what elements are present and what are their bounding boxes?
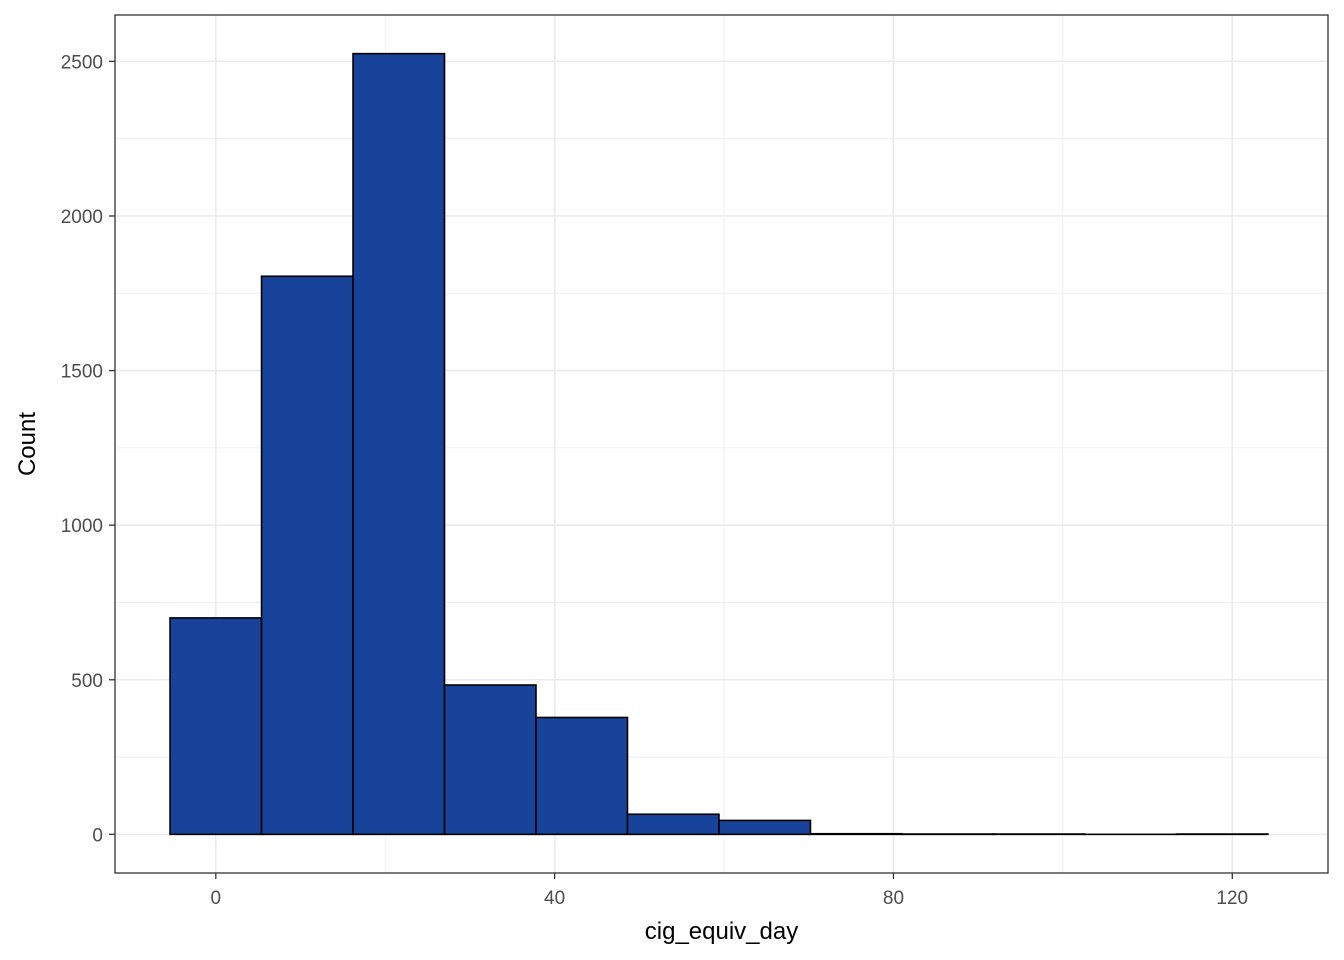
histogram-bar [169,617,263,836]
x-axis-title: cig_equiv_day [645,918,798,945]
y-axis-title: Count [14,412,41,476]
panel-border [114,14,1329,874]
y-axis: 0 500 1000 1500 2000 2500 [61,52,115,846]
x-tick-label: 0 [211,888,222,909]
x-tick-label: 80 [883,888,904,909]
histogram-bar [260,275,354,836]
histogram-bar [718,819,812,836]
y-tick-label: 0 [92,825,103,846]
y-tick-label: 2000 [61,207,103,228]
y-tick-label: 2500 [61,52,103,73]
y-tick-label: 1500 [61,362,103,383]
x-axis: 0 40 80 120 [211,873,1248,909]
histogram-bar [443,684,537,836]
histogram-bar [352,52,446,836]
y-tick-label: 1000 [61,516,103,537]
x-tick-label: 40 [544,888,565,909]
x-tick-label: 120 [1216,888,1248,909]
histogram-bar [809,832,903,836]
histogram-bars [169,52,1269,836]
histogram-bar [626,813,720,836]
histogram-bar [535,716,629,836]
y-tick-label: 500 [71,671,103,692]
